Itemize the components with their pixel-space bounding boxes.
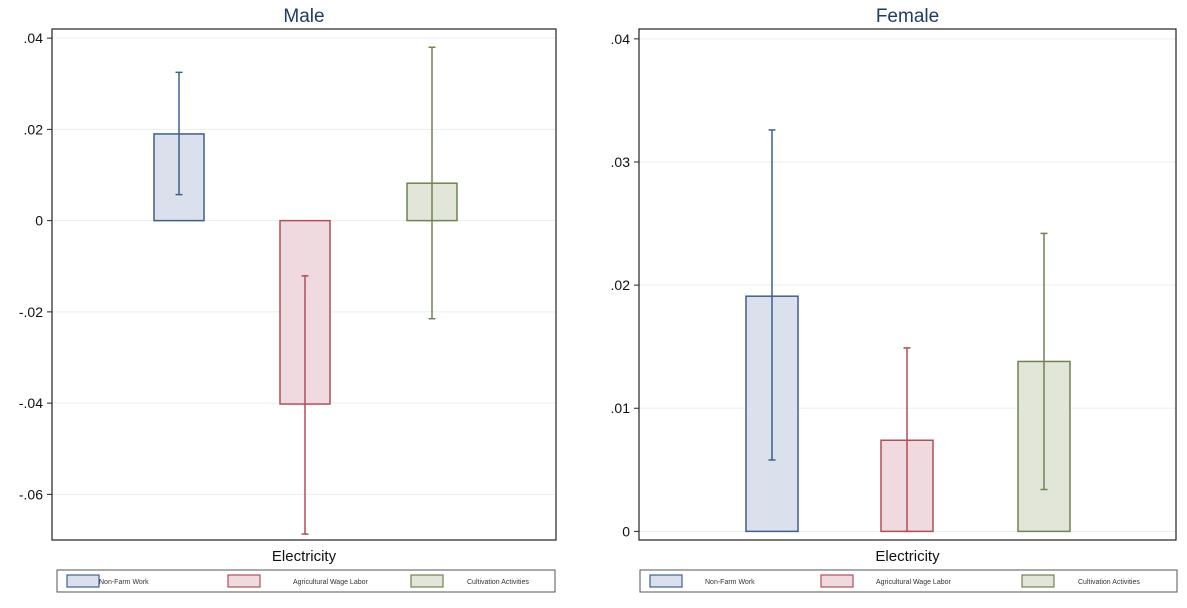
male-plot-area xyxy=(51,28,557,541)
male-x-axis-label: Electricity xyxy=(272,548,337,565)
male-legend-key-cultivation-activities xyxy=(410,574,444,588)
male-chart-title: Male xyxy=(283,6,324,27)
male-y-tick-label: 0 xyxy=(35,213,43,229)
male-legend-label-non-farm-work: Non-Farm Work xyxy=(99,579,149,586)
female-legend-label-cultivation-activities: Cultivation Activities xyxy=(1078,579,1140,586)
male-y-tick-label: -.02 xyxy=(19,304,43,320)
female-y-tick-label: .02 xyxy=(611,277,631,293)
male-chart: Male .04 .02 0 -.02 -.04 -.06 Electricity Non-Fa… xyxy=(19,6,557,593)
male-legend-label-cultivation-activities: Cultivation Activities xyxy=(467,579,529,586)
male-y-tick-label: -.04 xyxy=(19,395,43,411)
female-y-tick-label: .03 xyxy=(611,154,631,170)
female-legend-key-agricultural-wage-labor xyxy=(820,574,854,588)
female-chart: Female .04 .03 .02 .01 0 Electricity Non-Farm W… xyxy=(611,6,1178,593)
female-legend-label-agricultural-wage-labor: Agricultural Wage Labor xyxy=(876,579,952,586)
female-y-tick-label: 0 xyxy=(622,523,630,539)
female-x-axis-label: Electricity xyxy=(875,548,940,565)
male-legend: Non-Farm Work Agricultural Wage Labor Cult… xyxy=(56,569,556,593)
female-legend-key-non-farm-work xyxy=(649,574,683,588)
male-y-tick-label: .02 xyxy=(24,121,44,137)
female-chart-title: Female xyxy=(876,6,939,27)
male-y-tick-label: .04 xyxy=(24,30,44,46)
male-legend-label-agricultural-wage-labor: Agricultural Wage Labor xyxy=(293,579,369,586)
male-legend-key-agricultural-wage-labor xyxy=(227,574,261,588)
male-y-tick-label: -.06 xyxy=(19,486,43,502)
female-legend: Non-Farm Work Agricultural Wage Labor Cult… xyxy=(639,569,1178,593)
female-y-tick-label: .01 xyxy=(611,400,631,416)
female-y-tick-label: .04 xyxy=(611,31,631,47)
female-legend-label-non-farm-work: Non-Farm Work xyxy=(705,579,755,586)
female-legend-key-cultivation-activities xyxy=(1021,574,1055,588)
male-legend-key-non-farm-work xyxy=(66,574,100,588)
female-plot-area xyxy=(638,28,1177,541)
